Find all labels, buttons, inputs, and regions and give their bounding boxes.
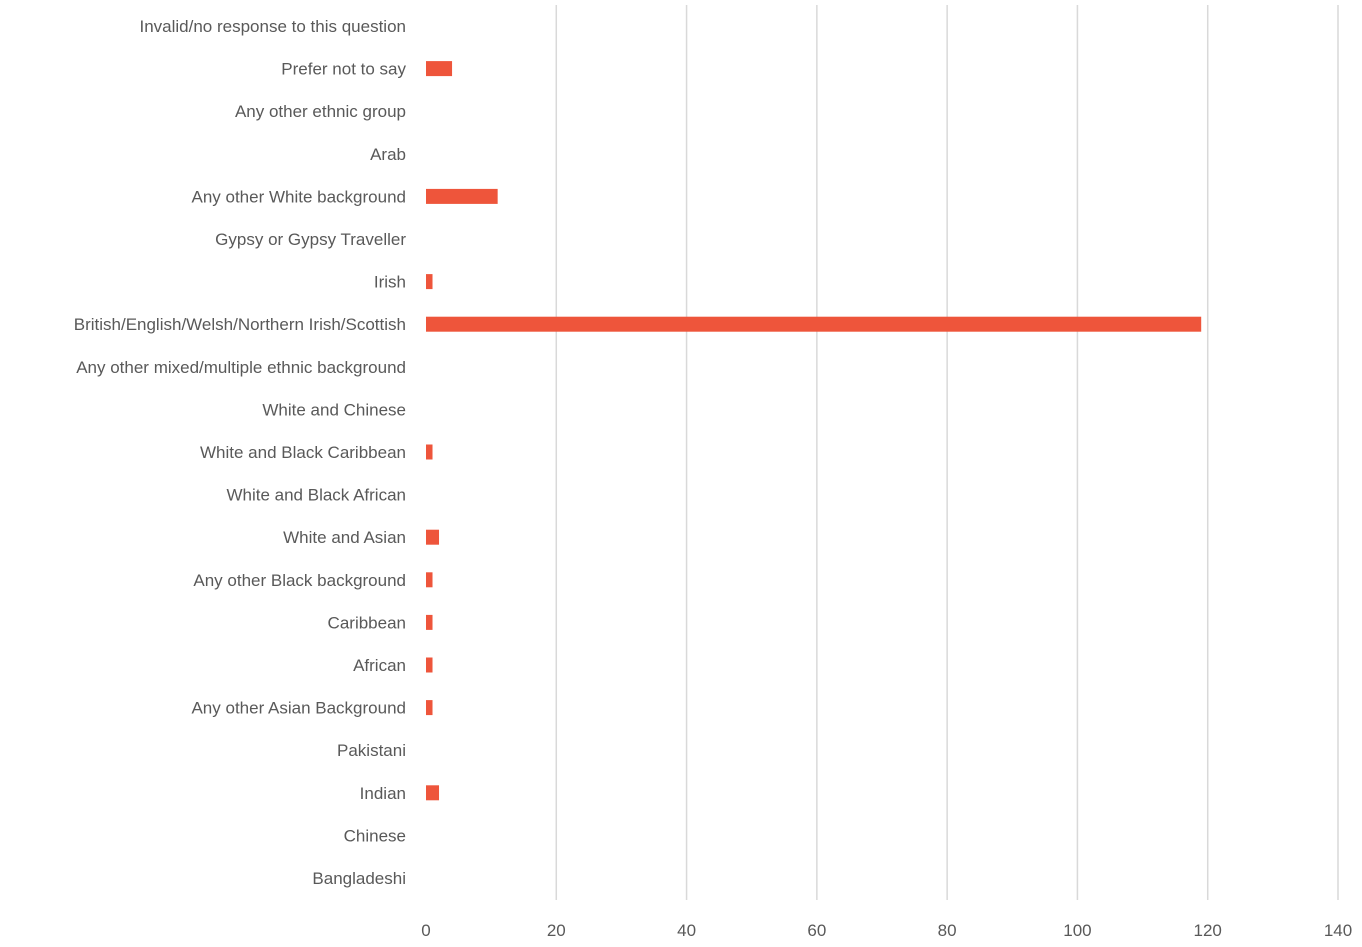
bar (426, 572, 433, 588)
x-tick-label: 40 (677, 921, 696, 940)
category-label: Prefer not to say (281, 60, 406, 79)
bar (426, 785, 440, 801)
category-label: Pakistani (337, 741, 406, 760)
category-label: Any other Asian Background (191, 699, 406, 718)
category-label: White and Black Caribbean (200, 443, 406, 462)
x-tick-label: 120 (1194, 921, 1222, 940)
gridlines (555, 5, 1339, 900)
bar (426, 700, 433, 716)
category-label: Any other ethnic group (235, 102, 406, 121)
category-label: Invalid/no response to this question (139, 17, 406, 36)
bar (426, 657, 433, 673)
x-tick-label: 100 (1063, 921, 1091, 940)
x-tick-labels: 0 20 40 60 80 100 120 140 (421, 921, 1352, 940)
x-tick-label: 140 (1324, 921, 1352, 940)
category-label: Bangladeshi (312, 869, 406, 888)
x-tick-label: 80 (938, 921, 957, 940)
category-label: Gypsy or Gypsy Traveller (215, 230, 406, 249)
category-label: British/English/Welsh/Northern Irish/Sco… (74, 315, 406, 334)
category-label: Indian (360, 784, 406, 803)
category-label: Chinese (344, 826, 406, 845)
category-label: White and Black African (226, 486, 406, 505)
category-label: Arab (370, 145, 406, 164)
category-label: White and Chinese (262, 400, 406, 419)
category-label: White and Asian (283, 528, 406, 547)
category-label: Caribbean (328, 613, 406, 632)
category-label: Any other Black background (193, 571, 406, 590)
bar (426, 274, 433, 290)
category-label: African (353, 656, 406, 675)
x-tick-label: 20 (547, 921, 566, 940)
bar (426, 316, 1202, 332)
category-label: Any other White background (191, 187, 406, 206)
category-labels: Invalid/no response to this question Pref… (74, 17, 407, 888)
bar (426, 529, 440, 545)
bar (426, 188, 498, 204)
x-tick-label: 60 (807, 921, 826, 940)
bar (426, 444, 433, 460)
category-label: Any other mixed/multiple ethnic backgrou… (76, 358, 406, 377)
bars (426, 61, 1202, 801)
bar (426, 614, 433, 630)
bar (426, 61, 453, 77)
x-tick-label: 0 (421, 921, 430, 940)
category-label: Irish (374, 273, 406, 292)
